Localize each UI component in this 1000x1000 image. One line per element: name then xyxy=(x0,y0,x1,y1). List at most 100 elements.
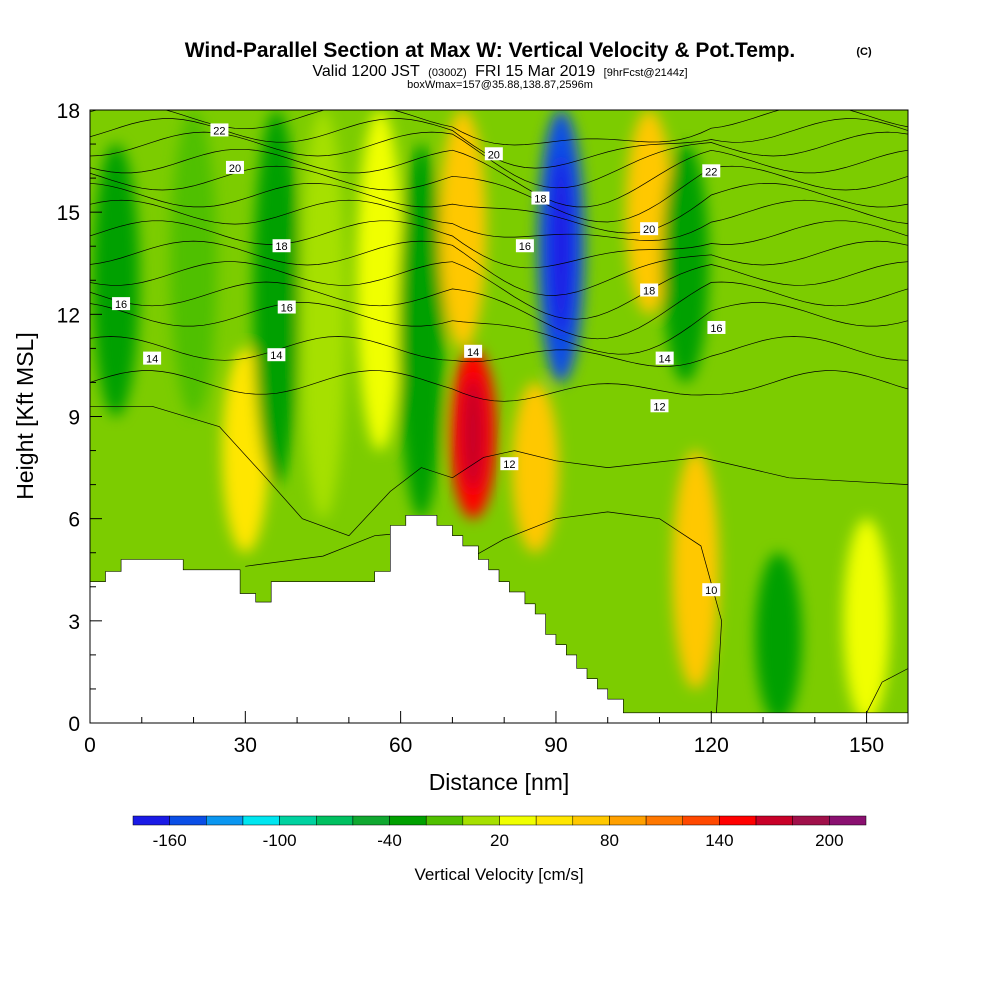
y-tick-label: 0 xyxy=(68,713,80,736)
contour-label-15: 16 xyxy=(707,320,726,335)
theta-contour-line-0 xyxy=(90,370,908,402)
contour-label-bg xyxy=(225,160,244,174)
x-tick-label: 150 xyxy=(849,734,884,757)
contour-label-text: 16 xyxy=(519,241,531,253)
theta-contour-line-8 xyxy=(90,182,908,234)
contour-label-bg xyxy=(515,239,534,253)
contour-label-text: 14 xyxy=(270,350,282,362)
x-tick-label: 30 xyxy=(234,734,257,757)
y-tick-label: 15 xyxy=(57,202,80,225)
subtitle-forecast: [9hrFcst@2144z] xyxy=(604,67,688,79)
colorbar-label: Vertical Velocity [cm/s] xyxy=(414,865,583,884)
x-tick-label: 90 xyxy=(544,734,567,757)
contour-label-text: 14 xyxy=(467,347,479,359)
y-tick-label: 9 xyxy=(68,407,80,430)
contour-label-13: 18 xyxy=(640,283,659,297)
colorbar-tick-label-2: -40 xyxy=(377,831,402,850)
colorbar-swatch-7 xyxy=(389,815,427,826)
subtitle-valid: Valid 1200 JST xyxy=(312,63,420,80)
contour-label-text: 18 xyxy=(643,285,655,297)
x-tick-label: 0 xyxy=(84,734,96,757)
y-axis: 0 3 6 9 12 15 18 xyxy=(57,100,102,736)
velocity-cell-1 xyxy=(170,110,217,417)
chart-title-mark: (C) xyxy=(856,46,872,58)
contour-label-text: 22 xyxy=(705,166,717,178)
chart-subtitle: Valid 1200 JST (0300Z) FRI 15 Mar 2019 [… xyxy=(312,63,687,80)
theta-contour-low-0 xyxy=(90,405,908,537)
velocity-core-7 xyxy=(461,376,485,491)
velocity-cell-15 xyxy=(843,518,890,723)
contour-label-text: 18 xyxy=(275,241,287,253)
contour-label-bg xyxy=(484,147,503,161)
velocity-cell-8 xyxy=(439,110,487,349)
contour-label-text: 20 xyxy=(488,149,500,161)
colorbar-swatch-8 xyxy=(425,815,464,826)
colorbar-swatch-2 xyxy=(206,815,244,826)
contour-label-text: 12 xyxy=(503,459,515,471)
x-tick-label: 120 xyxy=(694,734,729,757)
theta-contour-line-2 xyxy=(90,302,908,355)
contour-label-bg xyxy=(210,123,229,137)
contour-label-5: 14 xyxy=(143,351,162,366)
x-axis-label: Distance [nm] xyxy=(429,769,570,795)
theta-contour-low-1 xyxy=(245,511,722,713)
x-axis: 0 30 60 90 120 150 xyxy=(84,711,884,757)
contour-label-bg xyxy=(272,239,291,253)
contour-label-bg xyxy=(702,583,721,597)
colorbar-tick-label-0: -160 xyxy=(153,831,187,850)
theta-contour-line-3 xyxy=(90,281,908,340)
contour-label-text: 16 xyxy=(710,323,722,335)
velocity-cell-14 xyxy=(755,552,802,723)
contour-label-bg xyxy=(143,351,162,365)
colorbar-tick-label-4: 80 xyxy=(600,831,619,850)
colorbar-swatch-15 xyxy=(682,815,720,826)
contour-label-2: 18 xyxy=(272,239,291,253)
contour-label-11: 12 xyxy=(500,457,519,471)
contour-label-text: 18 xyxy=(534,194,546,206)
colorbar-swatch-16 xyxy=(719,815,757,826)
velocity-field xyxy=(92,110,890,723)
contour-label-bg xyxy=(707,320,726,334)
contour-label-bg xyxy=(702,164,721,178)
colorbar-swatch-1 xyxy=(169,815,207,826)
contour-label-text: 12 xyxy=(653,401,665,413)
chart-title: Wind-Parallel Section at Max W: Vertical… xyxy=(185,39,796,62)
velocity-cell-13 xyxy=(672,450,720,689)
theta-contour-line-1 xyxy=(90,336,908,367)
contour-label-16: 14 xyxy=(655,351,674,366)
colorbar-swatch-9 xyxy=(462,815,500,826)
contour-label-bg xyxy=(640,283,659,297)
contour-label-7: 20 xyxy=(484,147,503,161)
y-axis-label: Height [Kft MSL] xyxy=(12,332,38,499)
colorbar-swatch-6 xyxy=(352,815,390,826)
contour-label-17: 12 xyxy=(650,399,669,413)
terrain xyxy=(90,515,908,723)
colorbar-swatch-19 xyxy=(829,815,867,826)
plot-area: 22 20 18 16 16 14 14 20 18 16 14 12 20 18 22 16 14 12 10 xyxy=(90,110,908,723)
theta-contour-line-9 xyxy=(90,165,908,223)
chart-subtitle-2: boxWmax=157@35.88,138.87,2596m xyxy=(407,79,593,91)
colorbar-swatch-5 xyxy=(316,815,354,826)
theta-contour-low-2 xyxy=(866,668,908,713)
contour-label-text: 10 xyxy=(705,585,717,597)
contour-label-6: 14 xyxy=(267,348,286,362)
contour-label-9: 16 xyxy=(515,239,534,253)
contour-label-text: 14 xyxy=(146,354,158,366)
contour-label-3: 16 xyxy=(112,297,131,311)
theta-contour-line-7 xyxy=(90,199,908,241)
colorbar-swatch-17 xyxy=(755,815,793,826)
contour-label-4: 16 xyxy=(277,300,296,315)
theta-contour-line-6 xyxy=(90,220,908,269)
contour-label-10: 14 xyxy=(464,344,483,359)
contour-label-14: 22 xyxy=(702,164,721,178)
colorbar-swatch-12 xyxy=(572,815,610,826)
colorbar-swatch-4 xyxy=(279,815,317,826)
contour-label-0: 22 xyxy=(210,123,229,137)
contour-label-text: 14 xyxy=(659,354,671,366)
theta-contour-line-10 xyxy=(90,148,908,208)
contour-label-text: 16 xyxy=(281,303,293,315)
colorbar-tick-label-3: 20 xyxy=(490,831,509,850)
velocity-cell-9 xyxy=(511,382,559,553)
colorbar-swatch-14 xyxy=(645,815,683,826)
colorbar-swatch-13 xyxy=(609,815,647,826)
